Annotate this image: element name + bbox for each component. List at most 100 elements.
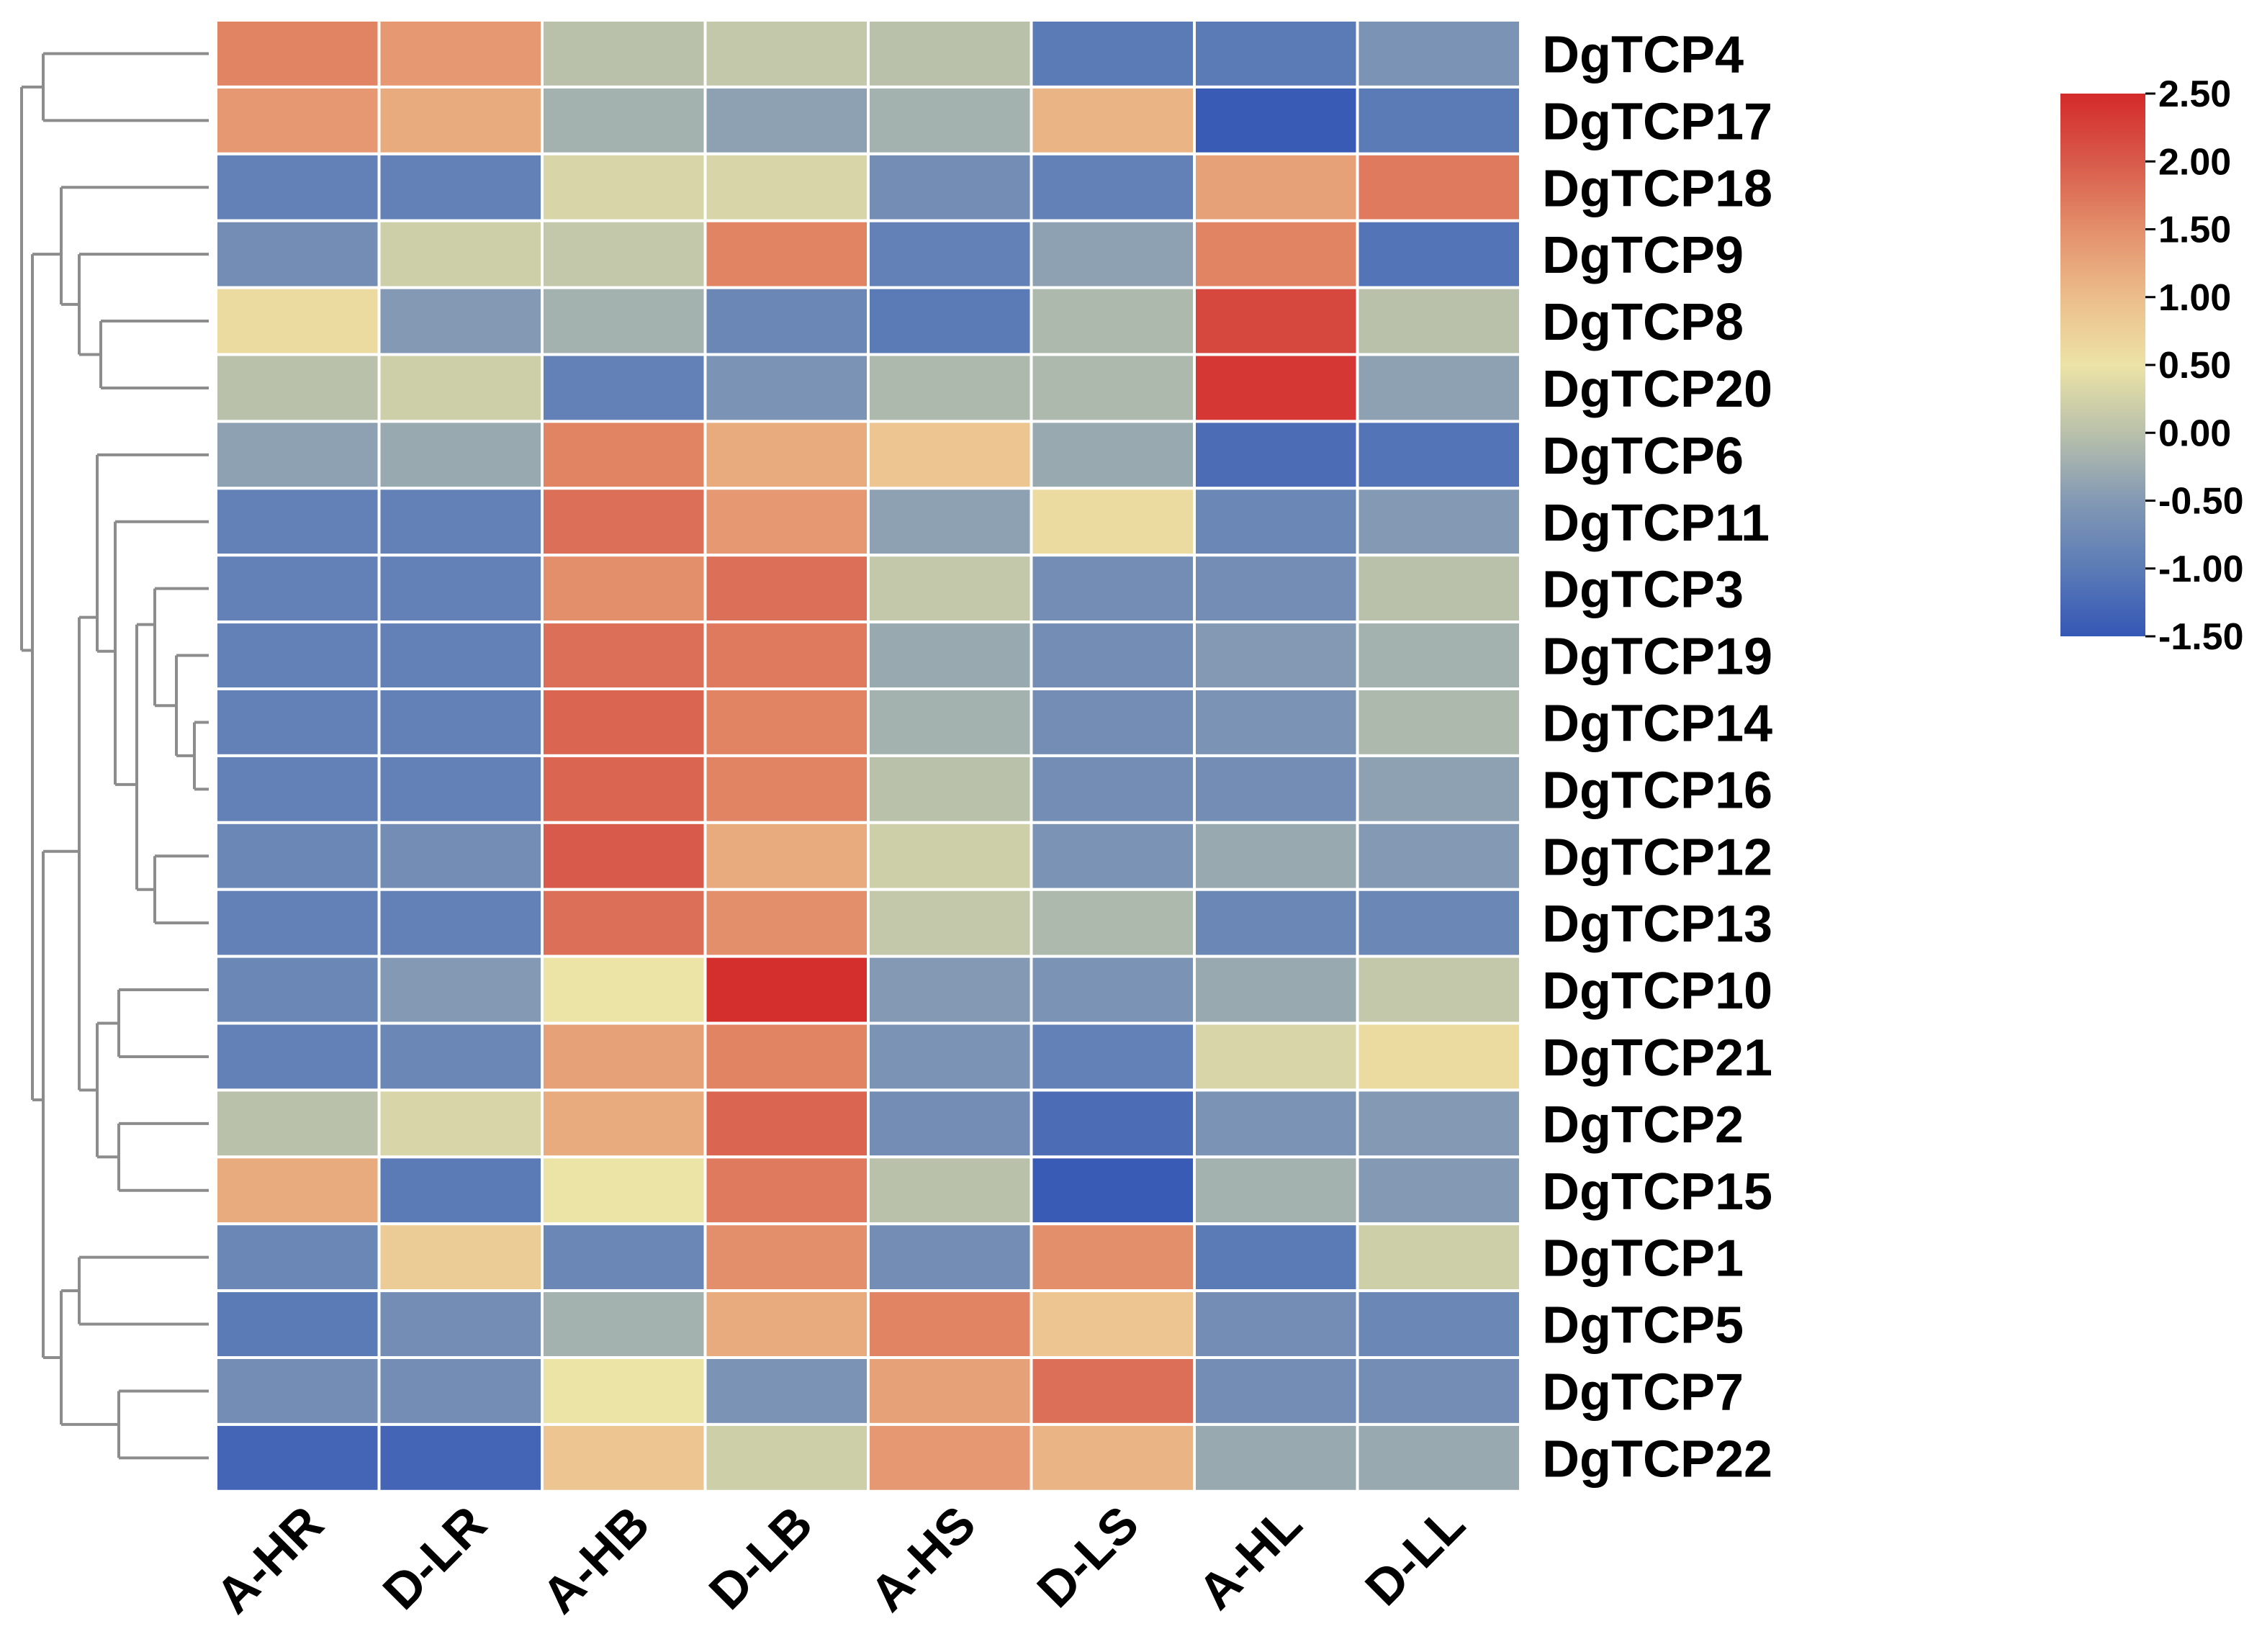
heatmap-cell-DgTCP1-D-LB — [703, 1222, 870, 1293]
heatmap-cell-DgTCP16-D-LB — [703, 754, 870, 824]
heatmap-cell-DgTCP21-D-LR — [377, 1021, 544, 1092]
heatmap-cell-DgTCP6-D-LR — [377, 420, 544, 490]
heatmap-cell-DgTCP11-D-LL — [1356, 487, 1522, 557]
heatmap-cell-DgTCP4-D-LB — [703, 19, 870, 89]
col-label-A-HS: A-HS — [860, 1495, 986, 1622]
heatmap-cell-DgTCP13-A-HB — [541, 888, 707, 958]
col-label-A-HB: A-HB — [531, 1495, 660, 1624]
heatmap-cell-DgTCP4-A-HS — [867, 19, 1033, 89]
row-label-DgTCP13: DgTCP13 — [1542, 895, 1772, 953]
heatmap-cell-DgTCP20-D-LR — [377, 353, 544, 423]
heatmap-cell-DgTCP16-A-HB — [541, 754, 707, 824]
heatmap-cell-DgTCP3-D-LS — [1029, 554, 1196, 624]
heatmap-cell-DgTCP15-A-HB — [541, 1155, 707, 1226]
heatmap-cell-DgTCP16-A-HL — [1193, 754, 1359, 824]
row-label-DgTCP6: DgTCP6 — [1542, 428, 1744, 485]
heatmap-cell-DgTCP6-D-LB — [703, 420, 870, 490]
colorbar-tick-label: 1.50 — [2158, 209, 2231, 251]
heatmap-cell-DgTCP18-D-LR — [377, 152, 544, 222]
heatmap-cell-DgTCP10-A-HS — [867, 954, 1033, 1025]
heatmap-cell-DgTCP19-D-LB — [703, 620, 870, 690]
heatmap-cell-DgTCP18-D-LS — [1029, 152, 1196, 222]
heatmap-cell-DgTCP13-D-LL — [1356, 888, 1522, 958]
heatmap-cell-DgTCP1-A-HS — [867, 1222, 1033, 1293]
heatmap-cell-DgTCP13-D-LS — [1029, 888, 1196, 958]
heatmap-cell-DgTCP18-A-HS — [867, 152, 1033, 222]
heatmap-cell-DgTCP18-A-HB — [541, 152, 707, 222]
heatmap-cell-DgTCP3-D-LB — [703, 554, 870, 624]
heatmap-cell-DgTCP7-D-LS — [1029, 1356, 1196, 1426]
heatmap-cell-DgTCP8-A-HS — [867, 286, 1033, 356]
row-label-DgTCP7: DgTCP7 — [1542, 1363, 1744, 1421]
colorbar-tick-label: -1.50 — [2158, 616, 2244, 658]
heatmap-cell-DgTCP20-D-LS — [1029, 353, 1196, 423]
row-label-DgTCP14: DgTCP14 — [1542, 695, 1772, 752]
heatmap-cell-DgTCP18-D-LL — [1356, 152, 1522, 222]
heatmap-cell-DgTCP19-A-HB — [541, 620, 707, 690]
row-label-DgTCP20: DgTCP20 — [1542, 361, 1772, 418]
col-label-D-LR: D-LR — [372, 1495, 497, 1620]
row-label-DgTCP11: DgTCP11 — [1542, 495, 1770, 552]
heatmap-cell-DgTCP14-A-HB — [541, 687, 707, 757]
heatmap-cell-DgTCP15-A-HL — [1193, 1155, 1359, 1226]
heatmap-cell-DgTCP9-A-HB — [541, 219, 707, 289]
heatmap-cell-DgTCP4-D-LL — [1356, 19, 1522, 89]
heatmap-cell-DgTCP11-A-HS — [867, 487, 1033, 557]
heatmap-cell-DgTCP13-D-LR — [377, 888, 544, 958]
heatmap-cell-DgTCP2-D-LL — [1356, 1088, 1522, 1159]
heatmap-cell-DgTCP5-D-LS — [1029, 1289, 1196, 1359]
col-label-A-HR: A-HR — [205, 1495, 334, 1624]
heatmap-cell-DgTCP12-A-HR — [215, 821, 381, 891]
heatmap-cell-DgTCP1-A-HL — [1193, 1222, 1359, 1293]
row-label-DgTCP4: DgTCP4 — [1542, 26, 1744, 83]
heatmap-cell-DgTCP8-A-HB — [541, 286, 707, 356]
heatmap-cell-DgTCP20-A-HR — [215, 353, 381, 423]
heatmap-cell-DgTCP6-A-HB — [541, 420, 707, 490]
heatmap-cell-DgTCP9-D-LB — [703, 219, 870, 289]
heatmap-cell-DgTCP22-A-HR — [215, 1422, 381, 1493]
heatmap-cell-DgTCP21-A-HS — [867, 1021, 1033, 1092]
colorbar-tick-label: 0.00 — [2158, 412, 2231, 454]
heatmap-cell-DgTCP2-D-LB — [703, 1088, 870, 1159]
heatmap-cell-DgTCP9-D-LS — [1029, 219, 1196, 289]
heatmap-cell-DgTCP21-A-HR — [215, 1021, 381, 1092]
heatmap-cell-DgTCP17-A-HR — [215, 85, 381, 155]
heatmap-cell-DgTCP9-D-LR — [377, 219, 544, 289]
heatmap-cell-DgTCP8-D-LB — [703, 286, 870, 356]
heatmap-cell-DgTCP22-D-LL — [1356, 1422, 1522, 1493]
heatmap-cell-DgTCP1-D-LS — [1029, 1222, 1196, 1293]
row-label-DgTCP22: DgTCP22 — [1542, 1430, 1772, 1488]
heatmap-cell-DgTCP11-A-HL — [1193, 487, 1359, 557]
heatmap-cell-DgTCP20-D-LB — [703, 353, 870, 423]
heatmap-cell-DgTCP4-D-LS — [1029, 19, 1196, 89]
column-labels: A-HR D-LR A-HB D-LB A-HS D-LS A-HL D-LL — [205, 1495, 1475, 1624]
heatmap-cell-DgTCP5-A-HL — [1193, 1289, 1359, 1359]
heatmap-cell-DgTCP10-D-LS — [1029, 954, 1196, 1025]
colorbar-legend: 2.50 2.00 1.50 1.00 0.50 0.00 -0.50 -1.00 -1.50 — [2060, 73, 2244, 658]
heatmap-cell-DgTCP15-A-HS — [867, 1155, 1033, 1226]
colorbar-tick-label: 1.00 — [2158, 277, 2231, 319]
heatmap-cell-DgTCP11-A-HR — [215, 487, 381, 557]
heatmap-cell-DgTCP10-A-HR — [215, 954, 381, 1025]
heatmap-cell-DgTCP8-A-HR — [215, 286, 381, 356]
colorbar-tick-label: -0.50 — [2158, 481, 2244, 523]
heatmap-cell-DgTCP14-A-HS — [867, 687, 1033, 757]
row-label-DgTCP18: DgTCP18 — [1542, 160, 1772, 217]
heatmap-cell-DgTCP7-A-HB — [541, 1356, 707, 1426]
heatmap-cell-DgTCP13-A-HS — [867, 888, 1033, 958]
heatmap-cell-DgTCP16-D-LR — [377, 754, 544, 824]
heatmap-cell-DgTCP15-A-HR — [215, 1155, 381, 1226]
heatmap-cell-DgTCP17-A-HS — [867, 85, 1033, 155]
row-label-DgTCP5: DgTCP5 — [1542, 1297, 1744, 1355]
heatmap-cell-DgTCP21-A-HB — [541, 1021, 707, 1092]
heatmap-cell-DgTCP22-D-LS — [1029, 1422, 1196, 1493]
heatmap-cell-DgTCP17-D-LB — [703, 85, 870, 155]
heatmap-cell-DgTCP11-A-HB — [541, 487, 707, 557]
heatmap-cell-DgTCP7-D-LL — [1356, 1356, 1522, 1426]
heatmap-cell-DgTCP12-D-LL — [1356, 821, 1522, 891]
heatmap-cell-DgTCP4-D-LR — [377, 19, 544, 89]
heatmap-cell-DgTCP3-D-LL — [1356, 554, 1522, 624]
heatmap-cell-DgTCP10-D-LR — [377, 954, 544, 1025]
heatmap-cell-DgTCP1-D-LR — [377, 1222, 544, 1293]
